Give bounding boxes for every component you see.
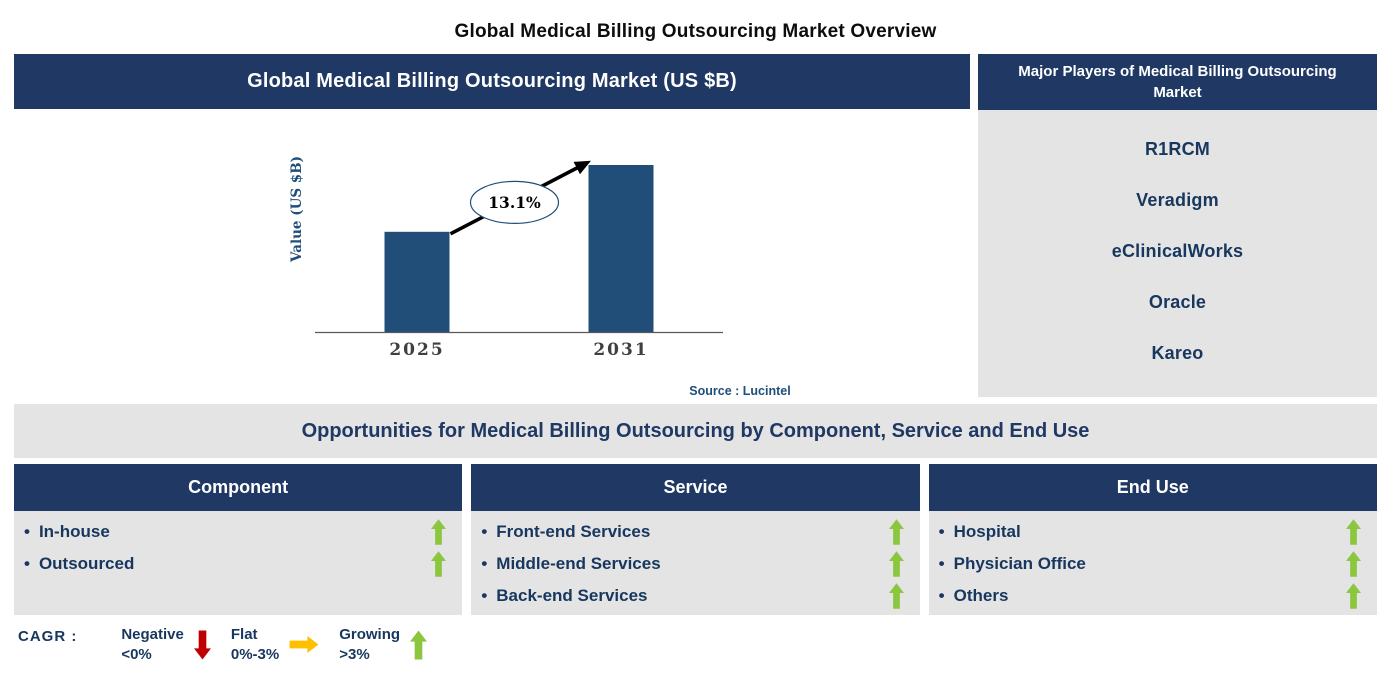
- opportunities-title: Opportunities for Medical Billing Outsou…: [14, 404, 1377, 458]
- bar-2025: [384, 231, 450, 332]
- bullet-icon: •: [481, 586, 488, 605]
- source-label: Source : Lucintel: [689, 384, 790, 398]
- opportunity-column: End Use • Hospital • Physician Office • Others: [928, 464, 1377, 615]
- opportunity-item: • Hospital: [939, 516, 1361, 548]
- cagr-legend-entries: Negative <0% Flat 0%-3% Growing >3%: [121, 625, 447, 664]
- legend-entry-text: Negative <0%: [121, 625, 184, 664]
- opportunity-item-label: Physician Office: [953, 554, 1086, 573]
- legend-icon-holder: [410, 628, 428, 662]
- up-arrow-icon: [1345, 583, 1361, 609]
- legend-icon-holder: [289, 636, 319, 653]
- column-header: End Use: [928, 464, 1377, 511]
- legend-entry-negative: Negative <0%: [121, 625, 215, 664]
- cagr-annotation: 13.1%: [488, 193, 541, 212]
- bullet-icon: •: [24, 554, 30, 573]
- players-panel: Major Players of Medical Billing Outsour…: [978, 54, 1377, 397]
- legend-entry-text: Flat 0%-3%: [231, 625, 279, 664]
- legend-entry-flat: Flat 0%-3%: [231, 625, 323, 664]
- bar-chart: Value (US $B) 2025 2031 13.1% Source : Lucin…: [14, 109, 970, 402]
- opportunity-item-label: Back-end Services: [496, 586, 648, 605]
- legend-entry-name: Flat: [230, 626, 258, 643]
- right-arrow-icon: [289, 636, 319, 653]
- opportunity-item: • Others: [939, 580, 1361, 612]
- legend-entry-text: Growing >3%: [339, 625, 400, 664]
- legend-entry-name: Growing: [339, 626, 401, 643]
- opportunity-item-label: Front-end Services: [496, 522, 651, 541]
- player-name: Oracle: [1148, 292, 1207, 312]
- player-name: Veradigm: [1136, 190, 1219, 210]
- players-list: R1RCM Veradigm eClinicalWorks Oracle Kareo: [978, 110, 1377, 397]
- chart-panel-header: Global Medical Billing Outsourcing Marke…: [14, 54, 970, 109]
- trend-growing: [888, 551, 904, 577]
- trend-growing: [888, 519, 904, 545]
- opportunity-item: • Physician Office: [939, 548, 1361, 580]
- cagr-legend: CAGR : Negative <0% Flat 0%-3% Growing >3%: [18, 625, 1377, 664]
- trend-growing: [888, 583, 904, 609]
- trend-growing: [431, 519, 447, 545]
- down-arrow-icon: [193, 630, 211, 659]
- column-body: • Front-end Services • Middle-end Services •…: [471, 511, 920, 615]
- opportunity-item-label: In-house: [38, 522, 110, 541]
- top-row: Global Medical Billing Outsourcing Marke…: [14, 54, 1377, 402]
- cagr-ellipse: [469, 180, 560, 225]
- x-tick-label: 2031: [593, 340, 648, 360]
- player-name: eClinicalWorks: [1111, 241, 1244, 261]
- opportunity-column: Component • In-house • Outsourced: [14, 464, 463, 615]
- trend-growing: [1345, 551, 1361, 577]
- x-tick-label: 2025: [389, 340, 444, 360]
- opportunity-item: • Back-end Services: [481, 580, 904, 612]
- bullet-icon: •: [481, 554, 488, 573]
- opportunity-item: • Middle-end Services: [481, 548, 904, 580]
- opportunity-item: • In-house: [24, 516, 447, 548]
- legend-entry-name: Negative: [121, 626, 184, 643]
- opportunity-item-label: Outsourced: [38, 554, 135, 573]
- opportunity-item: • Outsourced: [24, 548, 447, 580]
- bullet-icon: •: [938, 586, 945, 605]
- up-arrow-icon: [410, 630, 428, 659]
- legend-entry-growing: Growing >3%: [339, 625, 431, 664]
- y-axis-label: Value (US $B): [289, 156, 305, 263]
- column-header: Component: [14, 464, 463, 511]
- page-title: Global Medical Billing Outsourcing Marke…: [454, 21, 937, 42]
- bullet-icon: •: [24, 522, 30, 541]
- column-header: Service: [471, 464, 920, 511]
- trend-growing: [1345, 583, 1361, 609]
- bar-2031: [588, 165, 654, 332]
- up-arrow-icon: [888, 519, 904, 545]
- chart-panel: Global Medical Billing Outsourcing Marke…: [14, 54, 970, 402]
- trend-growing: [431, 551, 447, 577]
- legend-entry-range: <0%: [121, 645, 152, 663]
- opportunity-item-label: Middle-end Services: [496, 554, 661, 573]
- opportunity-columns: Component • In-house • Outsourced Service • Fro…: [14, 464, 1377, 615]
- trend-growing: [1345, 519, 1361, 545]
- bullet-icon: •: [938, 522, 945, 541]
- bullet-icon: •: [938, 554, 945, 573]
- bar-chart-svg: Value (US $B) 2025 2031 13.1% Source : Lucin…: [289, 156, 791, 398]
- bullet-icon: •: [481, 522, 488, 541]
- legend-icon-holder: [193, 628, 211, 662]
- up-arrow-icon: [888, 551, 904, 577]
- up-arrow-icon: [888, 583, 904, 609]
- column-body: • In-house • Outsourced: [14, 511, 463, 615]
- legend-entry-range: >3%: [339, 645, 370, 663]
- player-name: Kareo: [1151, 343, 1204, 363]
- player-name: R1RCM: [1144, 139, 1210, 159]
- players-panel-header: Major Players of Medical Billing Outsour…: [978, 54, 1377, 110]
- opportunity-column: Service • Front-end Services • Middle-end Se…: [471, 464, 920, 615]
- up-arrow-icon: [431, 551, 447, 577]
- up-arrow-icon: [1345, 551, 1361, 577]
- opportunity-item: • Front-end Services: [481, 516, 904, 548]
- opportunity-item-label: Hospital: [953, 522, 1021, 541]
- cagr-legend-label: CAGR :: [18, 628, 78, 645]
- column-body: • Hospital • Physician Office • Others: [928, 511, 1377, 615]
- up-arrow-icon: [1345, 519, 1361, 545]
- up-arrow-icon: [431, 519, 447, 545]
- opportunity-item-label: Others: [953, 586, 1009, 605]
- legend-entry-range: 0%-3%: [230, 645, 280, 663]
